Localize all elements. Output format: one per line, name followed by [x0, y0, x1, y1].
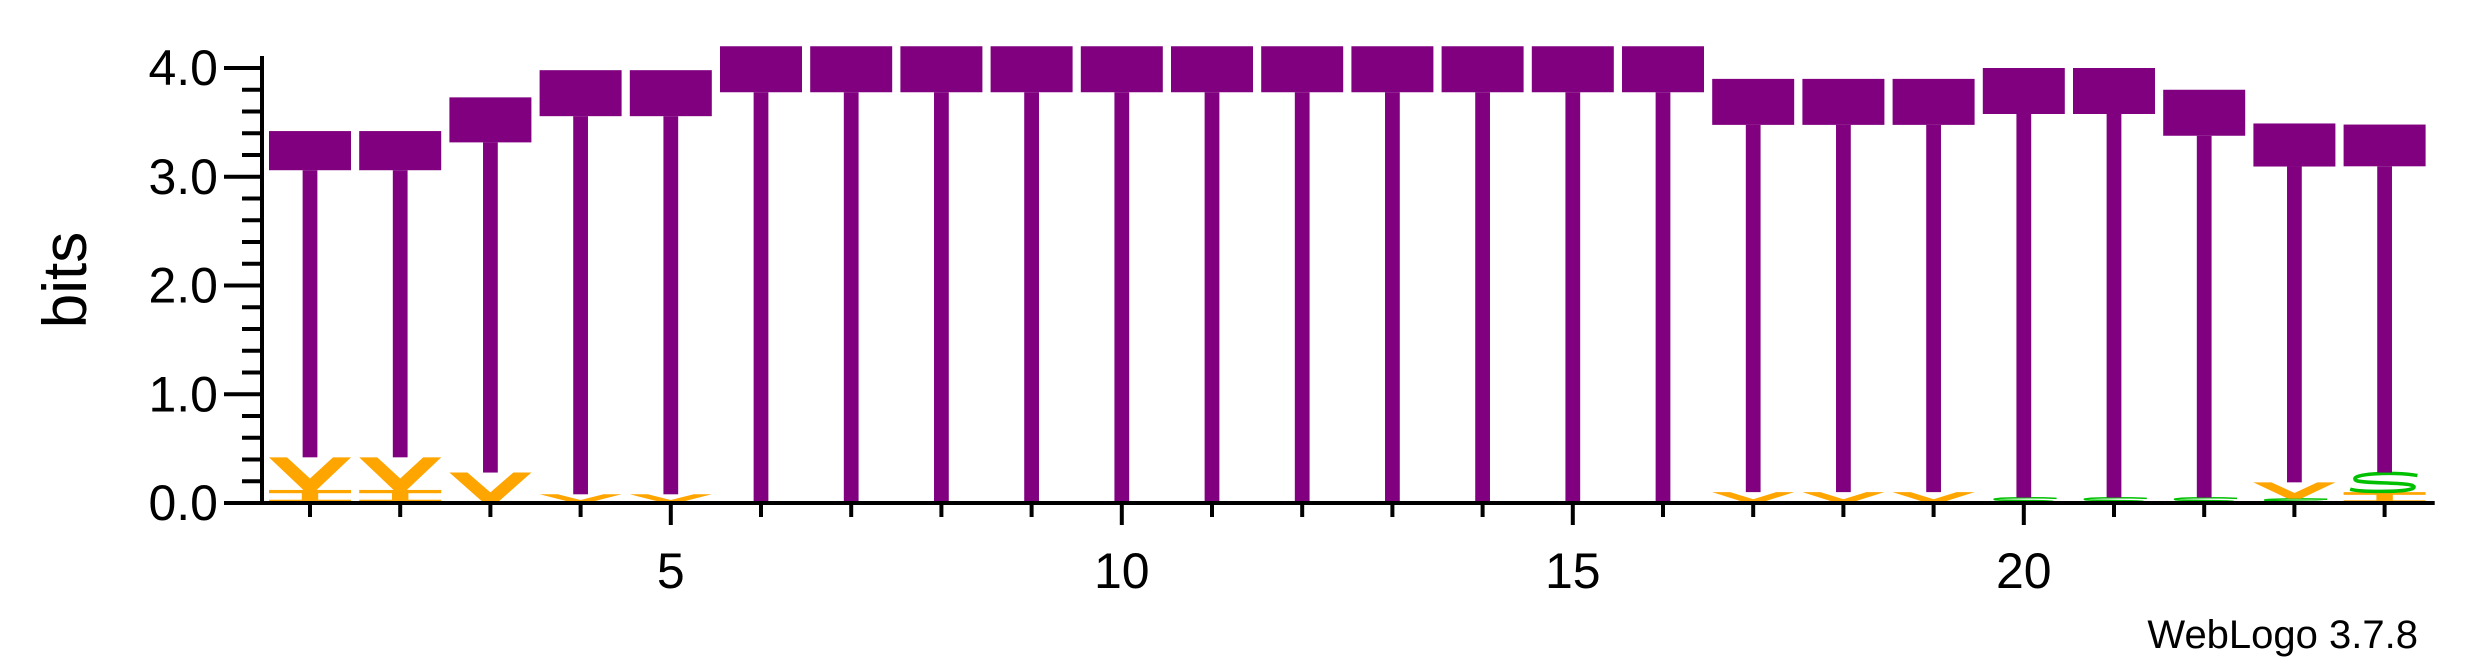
letter-T-pos-8: [900, 46, 983, 503]
stack-position-17: [1712, 78, 1795, 503]
stack-position-7: [810, 46, 893, 503]
letter-T-pos-22: [2163, 89, 2246, 498]
stack-position-8: [900, 46, 983, 503]
x-tick-label: 10: [1094, 543, 1150, 599]
letter-T-pos-9: [990, 46, 1073, 503]
stack-position-19: [1892, 78, 1975, 503]
stack-position-3: [449, 97, 532, 503]
stack-position-12: [1261, 46, 1344, 503]
stack-position-11: [1171, 46, 1253, 503]
letter-V-pos-17: [1712, 492, 1795, 503]
letter-T-pos-14: [1441, 46, 1524, 503]
stack-position-2: [359, 131, 442, 503]
letter-T-pos-11: [1171, 46, 1253, 503]
x-tick-label: 5: [657, 543, 685, 599]
letter-T-pos-5: [629, 70, 712, 495]
letter-T-pos-12: [1261, 46, 1344, 503]
letter-T-pos-2: [359, 131, 442, 458]
y-tick-label: 1.0: [148, 366, 218, 422]
stack-position-16: [1622, 46, 1704, 503]
letter-T-pos-3: [449, 97, 532, 473]
letter-T-pos-16: [1622, 46, 1704, 503]
letter-T-pos-1: [269, 131, 351, 458]
letter-T-pos-21: [2073, 68, 2155, 498]
letter-V-pos-2: [359, 457, 442, 490]
letter-V-pos-4: [539, 494, 622, 503]
letter-V-pos-18: [1802, 492, 1885, 503]
stack-position-1: [269, 131, 351, 503]
stack-position-22: [2163, 89, 2246, 504]
y-tick-label: 0.0: [148, 475, 218, 531]
letter-V-pos-23: [2253, 482, 2336, 499]
stack-position-9: [990, 46, 1073, 503]
stack-position-4: [539, 70, 622, 503]
x-tick-label: 15: [1545, 543, 1601, 599]
letter-T-pos-19: [1892, 78, 1975, 493]
letter-T-pos-10: [1080, 46, 1163, 503]
letter-T-pos-23: [2253, 123, 2336, 483]
letter-T-pos-24: [2343, 124, 2426, 473]
y-tick-label: 4.0: [148, 40, 218, 96]
y-tick-label: 2.0: [148, 258, 218, 314]
letter-T-pos-13: [1351, 46, 1434, 503]
y-axis-label: bits: [31, 232, 100, 328]
axes: 0.0 1.0 2.0 3.0 4.0 5 10 15 20: [148, 40, 2435, 599]
letter-T-pos-15: [1531, 46, 1614, 503]
letter-T-pos-17: [1712, 78, 1795, 493]
letter-T-pos-7: [810, 46, 893, 503]
x-tick-label: 20: [1996, 543, 2052, 599]
letter-T-pos-4: [539, 70, 622, 495]
letter-T-pos-20: [1982, 68, 2065, 498]
weblogo-credit: WebLogo 3.7.8: [2147, 613, 2418, 657]
letter-T-pos-6: [720, 46, 802, 503]
stack-position-23: [2253, 123, 2336, 504]
stack-position-5: [629, 70, 712, 503]
stack-position-15: [1531, 46, 1614, 503]
stack-position-10: [1080, 46, 1163, 503]
letter-V-pos-1: [269, 457, 351, 490]
y-tick-label: 3.0: [148, 149, 218, 205]
stack-position-14: [1441, 46, 1524, 503]
stack-position-6: [720, 46, 802, 503]
letter-V-pos-3: [449, 472, 532, 503]
stack-position-21: [2073, 68, 2155, 504]
letter-stacks: [269, 46, 2426, 504]
stack-position-24: [2343, 124, 2426, 503]
stack-position-20: [1982, 68, 2065, 504]
stack-position-13: [1351, 46, 1434, 503]
stack-position-18: [1802, 78, 1885, 503]
letter-V-pos-5: [629, 494, 712, 503]
letter-V-pos-19: [1892, 492, 1975, 503]
letter-T-pos-18: [1802, 78, 1885, 493]
letter-S-pos-24: [2349, 471, 2418, 494]
